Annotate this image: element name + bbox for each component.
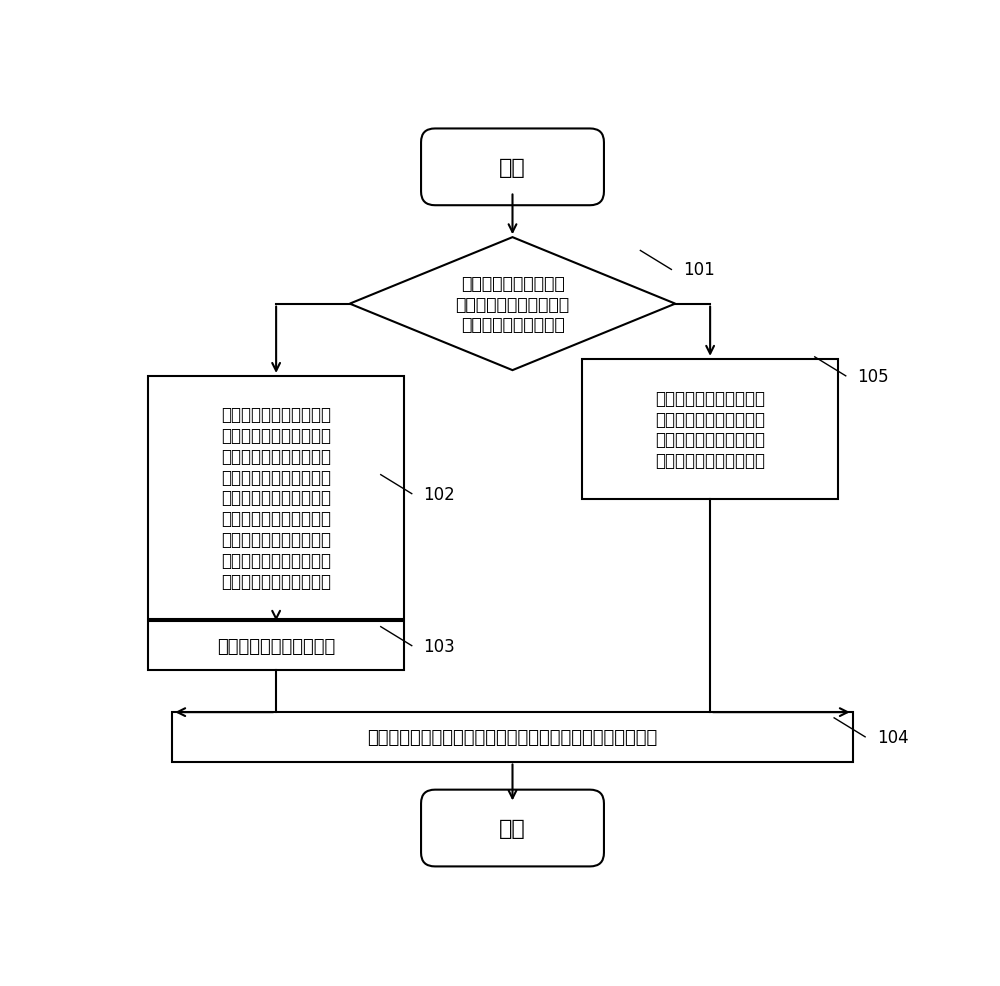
Text: 开始: 开始 (499, 158, 526, 177)
Bar (148, 621, 404, 670)
Text: 从该物理页地址读取数据: 从该物理页地址读取数据 (217, 637, 335, 655)
Text: 104: 104 (877, 728, 908, 746)
Text: 当判断是数据读请求时，
根据数据的逻辑页地址依
次在一级地址映射表、二
级地址映射表和闪存地址
区中查找直至找到包含数
据的逻辑页地址的地址映
射表项，并从该地: 当判断是数据读请求时， 根据数据的逻辑页地址依 次在一级地址映射表、二 级地址映… (221, 406, 331, 590)
Text: 根据数据的逻辑页地址和对应物理页地址更新一级地址映射表: 根据数据的逻辑页地址和对应物理页地址更新一级地址映射表 (367, 728, 658, 746)
Text: 102: 102 (423, 485, 455, 503)
Text: 当判断是数据写请求时，
根据数据的逻辑页地址将
数据写入该数据的逻辑页
地址对应的物理页地址中: 当判断是数据写请求时， 根据数据的逻辑页地址将 数据写入该数据的逻辑页 地址对应… (655, 389, 765, 469)
FancyBboxPatch shape (421, 129, 604, 206)
FancyBboxPatch shape (421, 790, 604, 867)
Polygon shape (350, 238, 675, 371)
Text: 105: 105 (857, 368, 889, 386)
Bar (148, 377, 404, 619)
Text: 103: 103 (423, 637, 455, 655)
Bar (582, 359, 838, 500)
Text: 结束: 结束 (499, 818, 526, 838)
Text: 101: 101 (683, 261, 715, 279)
Bar (172, 713, 853, 762)
Text: 当收到来自文件系统的
数据请求时，判断数据请
求是写请求还是读请求: 当收到来自文件系统的 数据请求时，判断数据请 求是写请求还是读请求 (455, 274, 570, 334)
